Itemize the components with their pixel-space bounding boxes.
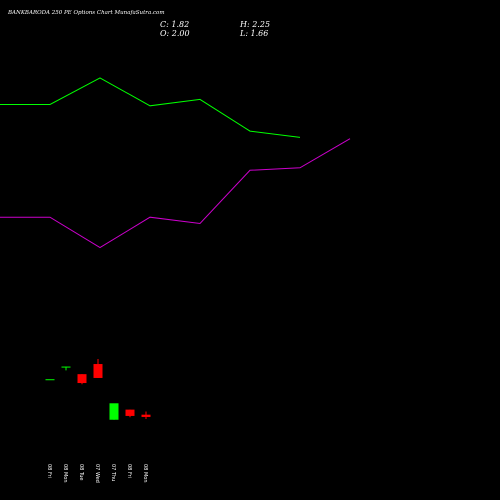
x-tick-label: 07 Wed xyxy=(94,464,100,483)
x-tick-label: 08 Fri xyxy=(46,464,52,478)
open-value: O: 2.00 xyxy=(160,29,190,38)
candle-body xyxy=(61,366,71,368)
lower-band-line xyxy=(0,138,351,249)
upper-band-line xyxy=(0,77,301,138)
x-tick-label: 08 Mon xyxy=(142,464,148,483)
candle-body xyxy=(93,364,103,378)
candle-body xyxy=(77,374,87,384)
x-tick-label: 08 Tue xyxy=(78,464,84,481)
low-value: L: 1.66 xyxy=(240,29,269,38)
x-tick-label: 07 Thu xyxy=(110,464,116,481)
candle-body xyxy=(141,414,151,417)
close-value: C: 1.82 xyxy=(160,20,190,29)
candle-body xyxy=(125,409,135,416)
high-value: H: 2.25 xyxy=(240,20,271,29)
candle-body xyxy=(109,403,119,420)
x-tick-label: 08 Fri xyxy=(126,464,132,478)
candle-body xyxy=(45,379,55,381)
chart-title: BANKBARODA 250 PE Options Chart MunafaSu… xyxy=(8,10,165,16)
x-tick-label: 08 Mon xyxy=(62,464,68,483)
